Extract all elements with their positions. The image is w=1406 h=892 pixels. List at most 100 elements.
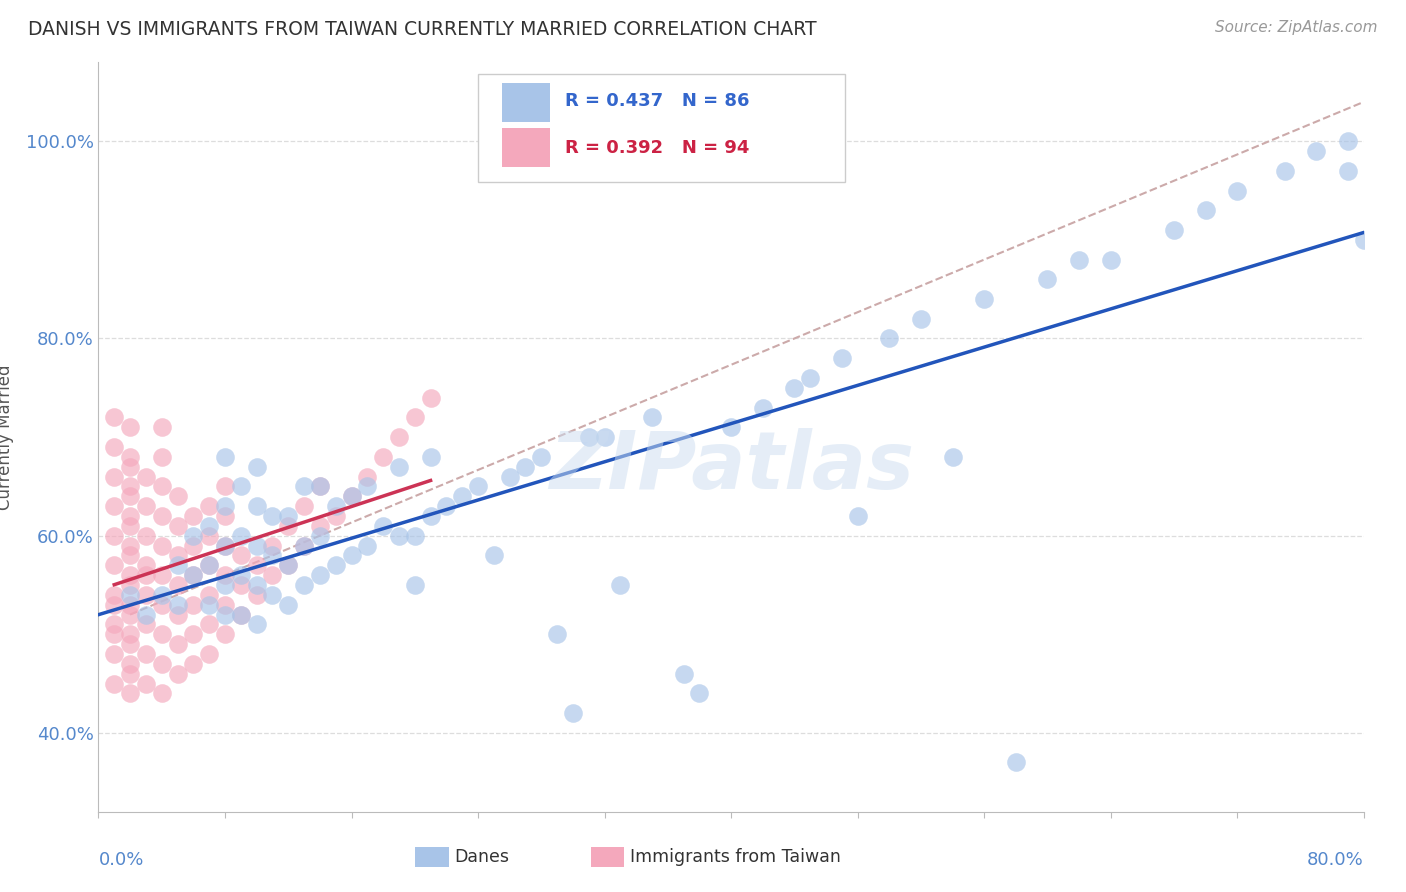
Point: [292, 499, 315, 513]
Point: [166, 558, 188, 573]
Point: [120, 539, 141, 553]
Point: [246, 578, 269, 592]
Point: [688, 686, 710, 700]
Point: [120, 666, 141, 681]
Point: [277, 558, 299, 573]
Point: [198, 617, 221, 632]
Point: [135, 647, 157, 661]
Point: [103, 499, 125, 513]
Point: [103, 617, 125, 632]
Point: [340, 549, 363, 563]
Point: [150, 479, 173, 493]
Point: [103, 588, 125, 602]
Point: [183, 568, 205, 582]
Point: [229, 479, 252, 493]
Point: [371, 518, 394, 533]
Point: [103, 410, 125, 425]
Point: [292, 479, 315, 493]
Point: [1099, 252, 1122, 267]
Point: [1067, 252, 1090, 267]
Point: [214, 539, 236, 553]
Text: Immigrants from Taiwan: Immigrants from Taiwan: [630, 848, 841, 866]
Point: [467, 479, 489, 493]
Point: [103, 647, 125, 661]
Point: [214, 607, 236, 622]
Point: [246, 588, 269, 602]
Point: [166, 598, 188, 612]
Point: [309, 518, 332, 533]
Point: [150, 588, 173, 602]
Point: [942, 450, 965, 464]
Point: [356, 469, 378, 483]
Point: [404, 578, 426, 592]
Point: [325, 558, 347, 573]
Point: [229, 568, 252, 582]
Point: [292, 539, 315, 553]
Point: [546, 627, 568, 641]
Point: [309, 568, 332, 582]
Point: [309, 479, 332, 493]
Point: [262, 568, 284, 582]
Point: [292, 539, 315, 553]
Point: [641, 410, 664, 425]
Point: [309, 529, 332, 543]
FancyBboxPatch shape: [478, 74, 845, 182]
Point: [1337, 134, 1360, 148]
Point: [214, 479, 236, 493]
Point: [120, 568, 141, 582]
Point: [530, 450, 553, 464]
Point: [388, 430, 411, 444]
Point: [877, 331, 900, 345]
Point: [1337, 164, 1360, 178]
Point: [973, 292, 995, 306]
Point: [229, 607, 252, 622]
Point: [309, 479, 332, 493]
Point: [498, 469, 520, 483]
Text: Source: ZipAtlas.com: Source: ZipAtlas.com: [1215, 20, 1378, 35]
Point: [120, 479, 141, 493]
Text: 0.0%: 0.0%: [98, 851, 143, 869]
Point: [135, 588, 157, 602]
Point: [120, 459, 141, 474]
Point: [183, 508, 205, 523]
Point: [120, 607, 141, 622]
Point: [214, 578, 236, 592]
Point: [183, 539, 205, 553]
Point: [120, 627, 141, 641]
Point: [198, 598, 221, 612]
Point: [292, 578, 315, 592]
Point: [246, 558, 269, 573]
Text: 80.0%: 80.0%: [1308, 851, 1364, 869]
Point: [150, 598, 173, 612]
Point: [103, 627, 125, 641]
Point: [561, 706, 585, 720]
Point: [214, 568, 236, 582]
Point: [135, 568, 157, 582]
Point: [150, 686, 173, 700]
Point: [103, 529, 125, 543]
Point: [831, 351, 853, 366]
Point: [183, 657, 205, 671]
Point: [1004, 756, 1026, 770]
Point: [229, 529, 252, 543]
Point: [388, 529, 411, 543]
Text: DANISH VS IMMIGRANTS FROM TAIWAN CURRENTLY MARRIED CORRELATION CHART: DANISH VS IMMIGRANTS FROM TAIWAN CURRENT…: [28, 20, 817, 38]
Point: [1163, 223, 1185, 237]
FancyBboxPatch shape: [502, 84, 550, 122]
Text: R = 0.392   N = 94: R = 0.392 N = 94: [565, 139, 749, 157]
Point: [120, 420, 141, 434]
Point: [229, 578, 252, 592]
Point: [246, 499, 269, 513]
Point: [388, 459, 411, 474]
Point: [198, 558, 221, 573]
Point: [183, 598, 205, 612]
Point: [419, 391, 441, 405]
Point: [356, 479, 378, 493]
Point: [277, 518, 299, 533]
Point: [846, 508, 869, 523]
Point: [103, 558, 125, 573]
Point: [214, 499, 236, 513]
Point: [120, 686, 141, 700]
FancyBboxPatch shape: [502, 128, 550, 168]
Point: [150, 508, 173, 523]
